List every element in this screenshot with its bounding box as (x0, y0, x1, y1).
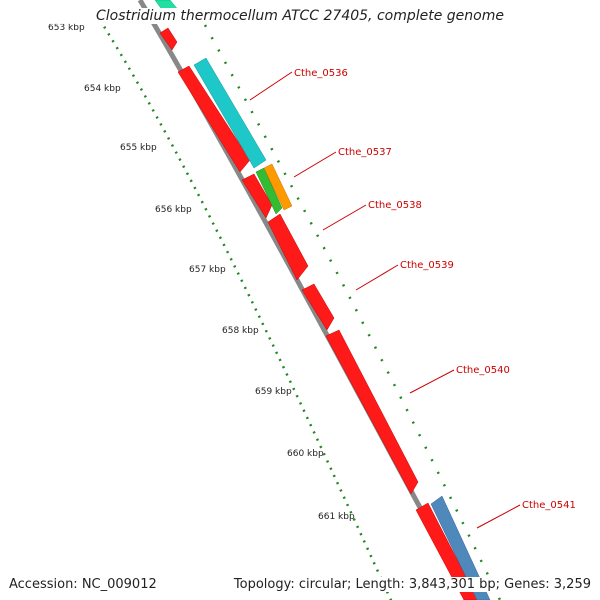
tick-label-655: 655 kbp (120, 143, 157, 153)
gene-teal (193, 57, 267, 169)
leader-lines (249, 71, 521, 529)
accession-text: Accession: NC_009012 (9, 577, 157, 592)
gene-red-0 (159, 27, 178, 51)
tick-track (98, 19, 393, 600)
gene-label-cthe-0538[interactable]: Cthe_0538 (368, 200, 422, 211)
tick-label-659: 659 kbp (255, 387, 292, 397)
gene-green (255, 167, 283, 215)
tick-label-658: 658 kbp (222, 326, 259, 336)
gene-label-cthe-0541[interactable]: Cthe_0541 (522, 500, 576, 511)
topology-text: Topology: circular; Length: 3,843,301 bp… (233, 577, 591, 592)
gene-label-cthe-0540[interactable]: Cthe_0540 (456, 365, 510, 376)
footer: Accession: NC_009012 Topology: circular;… (0, 574, 600, 600)
tick-label-654: 654 kbp (84, 84, 121, 94)
map-title-text: Clostridium thermocellum ATCC 27405, com… (93, 8, 507, 24)
gene-label-cthe-0536[interactable]: Cthe_0536 (294, 68, 348, 79)
outer-track (203, 24, 502, 600)
tick-label-657: 657 kbp (189, 265, 226, 275)
gene-red-6 (415, 502, 479, 600)
gene-label-cthe-0537[interactable]: Cthe_0537 (338, 147, 392, 158)
gene-red-3 (267, 213, 309, 281)
gene-label-cthe-0539[interactable]: Cthe_0539 (400, 260, 454, 271)
gene-red-5 (325, 329, 419, 495)
map-title: Clostridium thermocellum ATCC 27405, com… (0, 8, 600, 24)
gene-orange (263, 163, 293, 211)
gene-blue (430, 495, 491, 600)
gene-red-4 (301, 283, 335, 331)
tick-label-653: 653 kbp (48, 23, 85, 33)
tick-label-656: 656 kbp (155, 205, 192, 215)
tick-label-661: 661 kbp (318, 512, 355, 522)
tick-label-660: 660 kbp (287, 449, 324, 459)
